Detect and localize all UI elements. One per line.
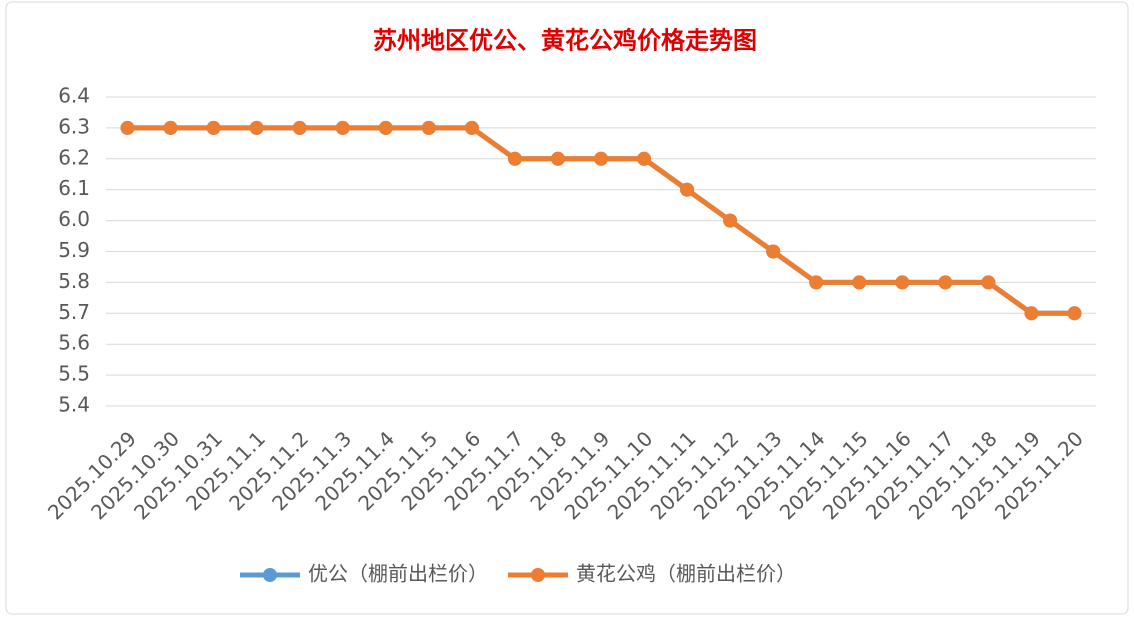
series-marker <box>550 151 565 166</box>
legend-label: 优公（棚前出栏价） <box>308 562 488 586</box>
series-marker <box>335 120 350 135</box>
series-marker <box>120 120 135 135</box>
series-marker <box>421 120 436 135</box>
series-marker <box>1067 306 1082 321</box>
y-tick-label: 5.4 <box>58 393 90 417</box>
series-marker <box>464 120 479 135</box>
series-marker <box>163 120 178 135</box>
y-tick-label: 6.4 <box>58 84 90 108</box>
series-marker <box>507 151 522 166</box>
series-marker <box>895 275 910 290</box>
y-tick-label: 6.3 <box>58 114 90 138</box>
legend-marker <box>531 568 545 582</box>
y-tick-label: 6.2 <box>58 145 90 169</box>
series-marker <box>249 120 264 135</box>
chart-title: 苏州地区优公、黄花公鸡价格走势图 <box>373 26 757 55</box>
y-tick-label: 5.8 <box>58 269 90 293</box>
y-tick-label: 5.5 <box>58 362 90 386</box>
chart-border <box>5 1 1129 615</box>
y-tick-label: 5.6 <box>58 331 90 355</box>
legend-label: 黄花公鸡（棚前出栏价） <box>576 562 796 586</box>
series-marker <box>723 213 738 228</box>
series-marker <box>680 182 695 197</box>
y-tick-label: 5.9 <box>58 238 90 262</box>
series-marker <box>1024 306 1039 321</box>
y-tick-label: 5.7 <box>58 300 90 324</box>
series-marker <box>594 151 608 166</box>
series-marker <box>809 275 824 290</box>
series-marker <box>378 120 393 135</box>
series-marker <box>852 275 867 290</box>
series-marker <box>292 120 307 135</box>
series-marker <box>981 275 996 290</box>
legend-marker <box>263 568 277 582</box>
y-tick-label: 6.0 <box>58 207 90 231</box>
series-marker <box>938 275 953 290</box>
series-marker <box>637 151 652 166</box>
series-marker <box>766 244 781 259</box>
y-tick-label: 6.1 <box>58 176 90 200</box>
series-marker <box>206 120 221 135</box>
